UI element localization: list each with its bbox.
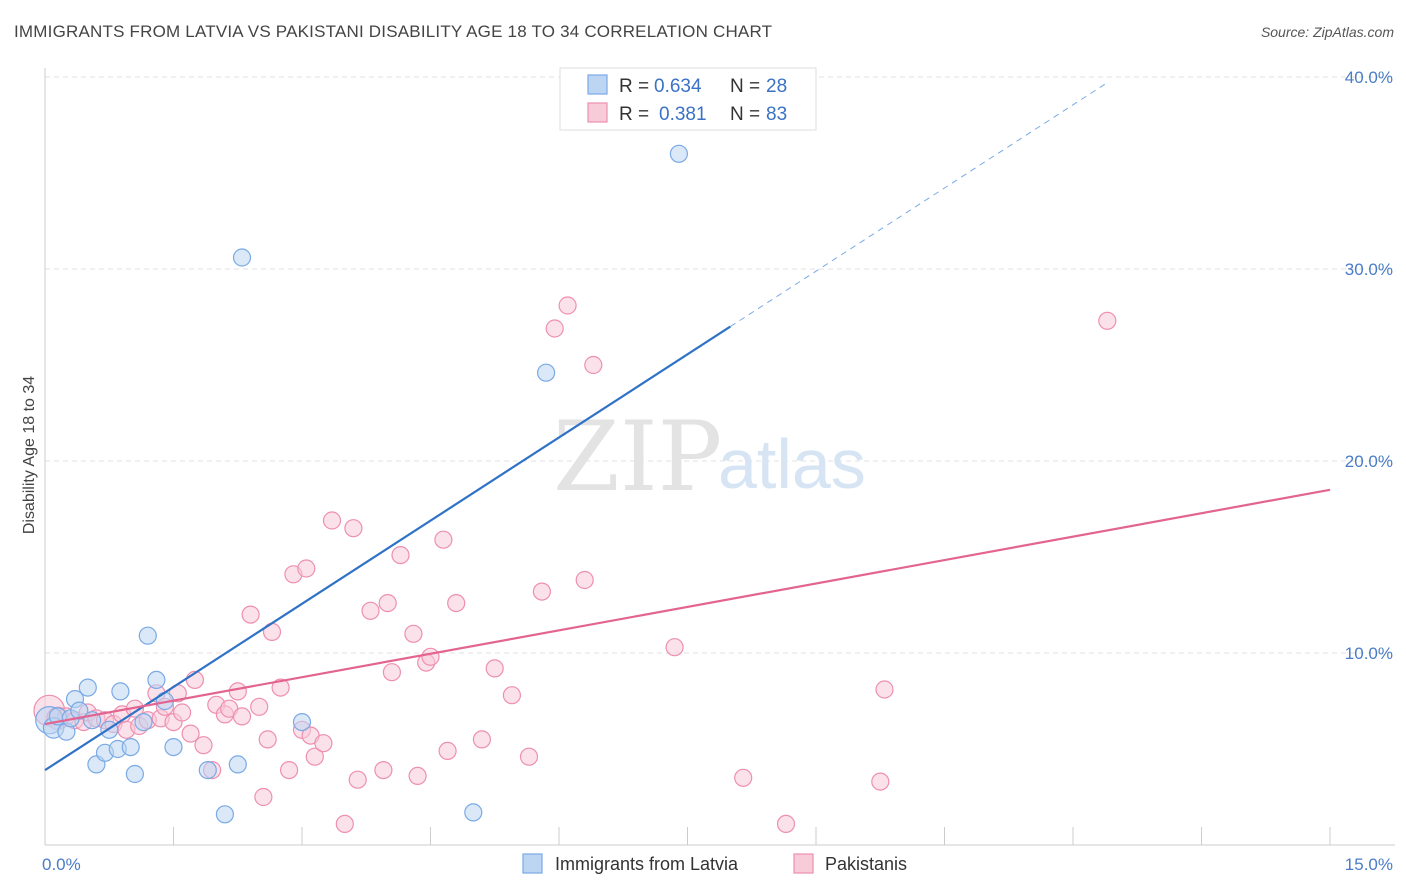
latvia-trend-line (44, 325, 731, 772)
latvia-point (147, 670, 166, 690)
latvia-point (138, 626, 157, 645)
pakistani-point (875, 680, 894, 699)
source-credit: Source: ZipAtlas.com (1260, 24, 1394, 40)
pakistani-point (502, 686, 521, 705)
pakistani-point (250, 697, 269, 716)
latvia-point (536, 363, 556, 382)
legend-pink-r-label: R = (619, 104, 649, 125)
pakistani-point (344, 519, 363, 538)
y-tick-labels: 10.0% 20.0% 30.0% 40.0% (1345, 68, 1393, 663)
pakistani-point (228, 682, 247, 701)
latvia-point (228, 755, 247, 774)
watermark-zip: ZIP (553, 401, 722, 513)
pakistani-point (348, 770, 367, 789)
series-legend-label-pink: Pakistanis (825, 854, 907, 874)
latvia-point (164, 737, 183, 757)
pakistani-point (297, 559, 316, 578)
pakistani-point (258, 730, 277, 749)
pakistani-point (361, 601, 380, 620)
pakistani-point (391, 545, 410, 565)
x-tick-labels: 0.0% 15.0% (42, 855, 1393, 874)
legend-pink-n-label: N = (730, 104, 760, 125)
pakistani-point (485, 659, 504, 678)
legend-blue-n-value: 28 (766, 76, 787, 97)
pakistani-point (378, 593, 397, 613)
latvia-point (134, 712, 153, 732)
latvia-point (215, 805, 234, 824)
pakistani-point (558, 296, 577, 315)
y-tick-label: 10.0% (1345, 644, 1393, 663)
y-axis-label: Disability Age 18 to 34 (21, 376, 38, 534)
pakistani-point (382, 663, 401, 682)
watermark: ZIP atlas (553, 401, 866, 513)
pakistani-point (447, 593, 466, 613)
pakistani-point (519, 747, 539, 766)
latvia-point (111, 682, 130, 701)
legend-blue-r-label: R = (619, 76, 649, 97)
latvia-point (121, 737, 140, 757)
stats-legend: R = 0.634 N = 28 R = 0.381 N = 83 (559, 67, 817, 131)
pakistani-point (575, 570, 594, 590)
pakistani-point (194, 736, 213, 755)
series-legend: Immigrants from Latvia Pakistanis (522, 853, 907, 874)
pakistani-point (271, 678, 290, 697)
legend-blue-n-label: N = (730, 76, 760, 97)
pakistani-point (280, 760, 299, 780)
series-legend-swatch-pink (793, 853, 814, 874)
latvia-point (232, 248, 252, 267)
pakistani-point (665, 638, 684, 657)
legend-pink-n-value: 83 (766, 104, 787, 125)
latvia-point (70, 701, 89, 720)
pakistani-point (335, 814, 354, 834)
y-tick-label: 30.0% (1345, 260, 1393, 279)
trend-lines (44, 82, 1331, 772)
pakistani-point (173, 703, 192, 722)
legend-blue-r-value: 0.634 (654, 76, 702, 97)
chart-title: IMMIGRANTS FROM LATVIA VS PAKISTANI DISA… (14, 22, 773, 41)
x-tick-label: 0.0% (42, 855, 81, 874)
pakistani-point (776, 814, 796, 834)
legend-swatch-blue (587, 74, 608, 95)
pakistani-point (545, 319, 564, 338)
pakistani-point (181, 724, 200, 743)
pakistani-point (871, 772, 890, 791)
pakistani-point (322, 511, 342, 530)
pakistani-trend-line (44, 488, 1331, 726)
pakistani-point (584, 355, 603, 375)
gridlines (45, 76, 1395, 654)
pakistani-point (232, 707, 252, 726)
latvia-point (78, 678, 97, 697)
pakistani-point (254, 787, 273, 807)
pakistani-point (404, 624, 423, 643)
pakistani-point (374, 760, 393, 780)
watermark-atlas: atlas (718, 425, 866, 503)
pakistani-point (305, 747, 324, 766)
latvia-point (292, 712, 312, 732)
x-tick-label: 15.0% (1345, 855, 1393, 874)
pakistani-point (734, 768, 753, 787)
latvia-trend-extension (730, 82, 1108, 328)
latvia-point (125, 764, 144, 784)
legend-swatch-pink (587, 102, 608, 123)
pakistani-point (434, 530, 453, 549)
pakistani-point (532, 582, 552, 601)
pakistani-point (241, 605, 260, 624)
data-points (33, 144, 1117, 834)
pakistani-point (472, 730, 491, 749)
latvia-point (464, 803, 483, 822)
series-legend-label-blue: Immigrants from Latvia (555, 854, 739, 874)
latvia-point (198, 760, 217, 780)
legend-pink-r-value: 0.381 (659, 104, 707, 125)
series-legend-swatch-blue (522, 853, 543, 874)
y-tick-label: 40.0% (1345, 68, 1393, 87)
pakistani-point (1098, 311, 1117, 330)
pakistani-point (314, 734, 333, 753)
pakistani-point (438, 741, 457, 761)
pakistani-point (408, 766, 427, 786)
pakistani-point (421, 647, 440, 666)
y-tick-label: 20.0% (1345, 452, 1393, 471)
latvia-point (669, 144, 689, 163)
